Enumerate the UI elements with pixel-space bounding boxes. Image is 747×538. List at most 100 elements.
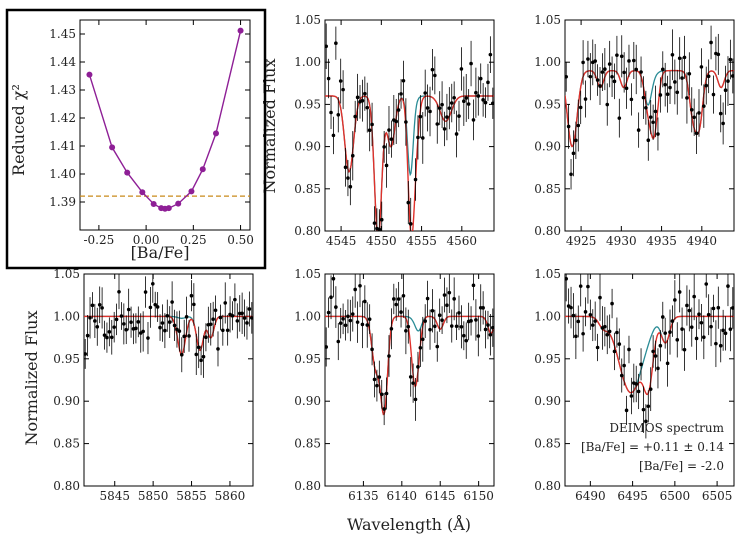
y-tick-label: 1.45 — [49, 27, 76, 41]
obs-point — [204, 335, 208, 340]
y-tick-label: 1.05 — [294, 267, 321, 281]
obs-point — [603, 67, 607, 71]
chi-xlabel: [Ba/Fe] — [131, 243, 190, 262]
obs-point — [223, 301, 228, 305]
obs-point — [702, 104, 706, 108]
obs-point — [665, 92, 670, 97]
obs-point — [401, 293, 406, 298]
obs-point — [90, 303, 95, 308]
legend-best-fit: [Ba/Fe] = +0.11 ± 0.14 — [581, 440, 724, 454]
obs-point — [411, 381, 415, 385]
obs-point — [709, 40, 713, 45]
y-tick-label: 0.95 — [534, 352, 561, 366]
obs-point — [420, 136, 425, 140]
obs-point — [394, 119, 399, 124]
y-tick-label: 1.44 — [49, 55, 76, 69]
obs-point — [682, 347, 687, 352]
obs-point — [588, 312, 593, 317]
obs-point — [632, 58, 636, 63]
x-tick-label: 6495 — [617, 489, 648, 503]
x-tick-label: 6490 — [575, 489, 606, 503]
obs-point — [646, 138, 651, 143]
obs-point — [716, 305, 721, 310]
obs-point — [423, 91, 427, 95]
obs-point — [622, 363, 626, 368]
obs-point — [119, 314, 124, 318]
obs-point — [641, 95, 646, 100]
obs-point — [595, 78, 600, 82]
obs-point — [697, 111, 701, 115]
obs-point — [476, 334, 481, 338]
obs-point — [469, 61, 473, 66]
panel-content-p5853 — [84, 274, 253, 378]
x-tick-label: 6145 — [425, 489, 456, 503]
obs-point — [413, 177, 418, 182]
y-tick-label: 1.05 — [534, 13, 561, 27]
obs-point — [170, 300, 174, 304]
x-tick-label: 4935 — [646, 234, 677, 248]
obs-point — [464, 338, 469, 343]
obs-point — [216, 347, 220, 351]
obs-point — [348, 184, 353, 189]
obs-point — [581, 331, 585, 336]
obs-point — [221, 328, 225, 333]
obs-point — [644, 105, 648, 110]
obs-point — [129, 320, 133, 324]
obs-point — [387, 354, 391, 358]
obs-point — [651, 120, 655, 125]
obs-point — [486, 323, 490, 327]
obs-point — [445, 115, 449, 119]
obs-point — [486, 80, 490, 85]
obs-point — [702, 335, 706, 340]
obs-point — [329, 295, 333, 300]
obs-point — [182, 334, 186, 339]
obs-point — [721, 121, 725, 126]
obs-point — [653, 354, 658, 358]
obs-point — [382, 145, 386, 149]
obs-point — [213, 308, 218, 313]
obs-point — [673, 298, 677, 302]
obs-point — [355, 320, 360, 324]
x-tick-label: 4560 — [447, 234, 478, 248]
obs-point — [656, 366, 660, 371]
obs-point — [586, 284, 590, 289]
y-tick-label: 0.90 — [294, 140, 321, 154]
obs-point — [593, 319, 597, 323]
obs-point — [565, 74, 569, 79]
obs-point — [574, 334, 578, 339]
y-tick-label: 0.80 — [294, 224, 321, 238]
obs-point — [406, 324, 411, 329]
obs-point — [449, 324, 454, 328]
obs-point — [408, 375, 413, 379]
obs-point — [598, 295, 602, 300]
y-tick-label: 1.00 — [294, 55, 321, 69]
obs-point — [225, 328, 230, 333]
obs-point — [196, 345, 201, 350]
obs-point — [353, 287, 357, 292]
obs-point — [141, 329, 145, 334]
obs-point — [348, 318, 353, 323]
y-tick-label: 0.90 — [53, 394, 80, 408]
obs-point — [694, 131, 699, 136]
obs-point — [235, 319, 240, 323]
obs-point — [483, 100, 488, 105]
obs-point — [648, 115, 653, 119]
y-tick-label: 0.80 — [534, 224, 561, 238]
obs-point — [343, 323, 348, 328]
obs-point — [449, 101, 454, 105]
obs-point — [350, 312, 355, 316]
shared-ylabel-bottom: Normalized Flux — [22, 311, 41, 446]
obs-point — [167, 320, 172, 324]
obs-point — [694, 336, 699, 341]
obs-point — [377, 227, 382, 231]
obs-point — [442, 293, 447, 297]
obs-point — [627, 347, 631, 352]
model-best-fit-p4934 — [565, 69, 734, 148]
obs-point — [396, 108, 401, 112]
obs-point — [389, 137, 394, 141]
chi-ylabel: Reduced χ² — [9, 84, 28, 176]
obs-point — [379, 392, 384, 397]
obs-point — [593, 59, 597, 63]
obs-point — [574, 138, 578, 143]
plot-frame-chi2 — [79, 19, 251, 231]
